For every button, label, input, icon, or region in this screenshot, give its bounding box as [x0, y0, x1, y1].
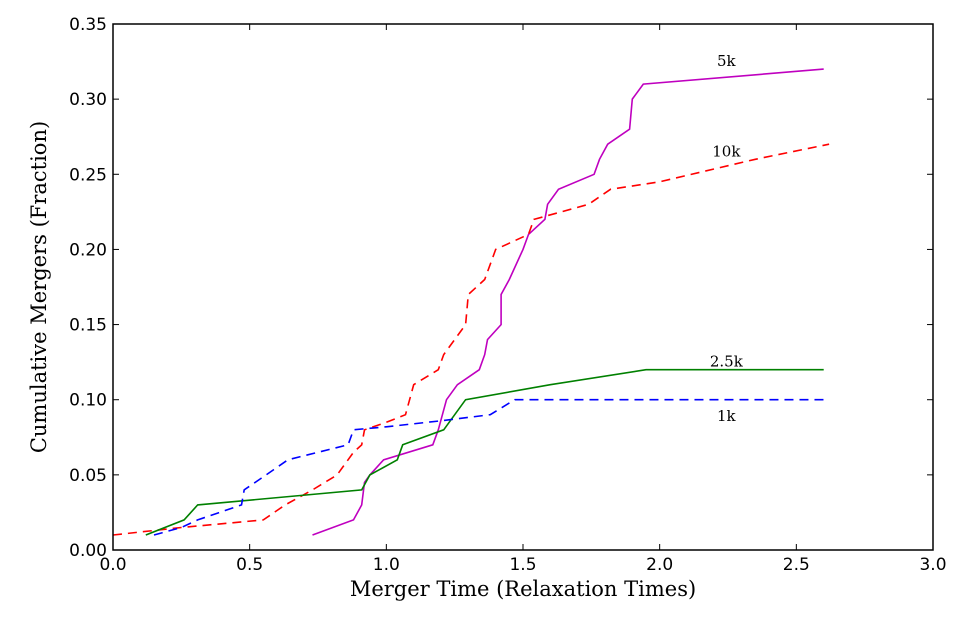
series-label-1k: 1k [717, 407, 737, 425]
y-tick-label: 0.05 [69, 466, 107, 486]
y-tick-label: 0.30 [69, 90, 107, 110]
x-tick-label: 0.5 [236, 555, 263, 575]
y-tick-label: 0.25 [69, 165, 107, 185]
plot-frame [112, 23, 934, 551]
series-labels: 5k 10k 2.5k 1k [710, 52, 744, 425]
series-line-5k [312, 68, 824, 536]
x-tick-label: 1.5 [509, 555, 536, 575]
x-tick-label: 2.0 [646, 555, 673, 575]
y-tick-label: 0.10 [69, 391, 107, 411]
y-tick-label: 0.20 [69, 240, 107, 260]
series-line-2.5k [145, 368, 824, 536]
series-label-5k: 5k [717, 52, 737, 70]
series-layer [112, 68, 830, 536]
x-tick-label: 3.0 [919, 555, 946, 575]
x-axis-label: Merger Time (Relaxation Times) [350, 577, 696, 601]
series-label-2.5k: 2.5k [710, 353, 744, 371]
series-line-1k [153, 398, 824, 536]
y-tick-label: 0.00 [69, 541, 107, 561]
ticks: 0.0 0.5 1.0 1.5 2.0 2.5 3.0 0.00 0.05 0.10 0.15 0.2… [69, 15, 946, 575]
x-tick-label: 0.0 [99, 555, 126, 575]
y-axis-label: Cumulative Mergers (Fraction) [27, 121, 51, 453]
series-line-10k [112, 143, 830, 536]
x-tick-label: 1.0 [373, 555, 400, 575]
series-label-10k: 10k [712, 142, 741, 160]
y-tick-label: 0.35 [69, 15, 107, 35]
y-tick-label: 0.15 [69, 316, 107, 336]
x-tick-label: 2.5 [783, 555, 810, 575]
